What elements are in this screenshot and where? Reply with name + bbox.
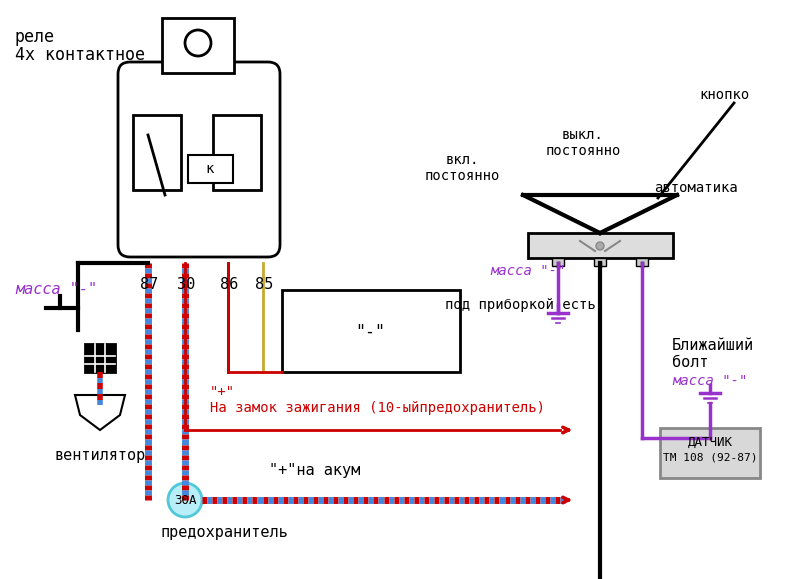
Circle shape [168,483,202,517]
Bar [636,258,648,266]
FancyBboxPatch shape [118,62,280,257]
Bar [85,344,115,372]
Text: вентилятор: вентилятор [54,448,146,463]
Text: 86: 86 [220,277,238,292]
Text: 87: 87 [140,277,158,292]
Bar [162,18,234,73]
Text: 85: 85 [255,277,274,292]
Text: предохранитель: предохранитель [160,525,288,540]
Bar [594,258,606,266]
Bar [552,258,564,266]
Text: масса "-": масса "-" [15,282,97,297]
Text: вкл.
постоянно: вкл. постоянно [424,153,500,183]
Text: выкл.
постоянно: выкл. постоянно [546,128,621,158]
Text: 4х контактное: 4х контактное [15,46,145,64]
Text: автоматика: автоматика [654,181,738,195]
Text: масса "-": масса "-" [672,374,747,388]
Text: "-": "-" [355,323,385,341]
Text: реле: реле [15,28,55,46]
Bar [660,428,760,478]
Bar [188,155,233,183]
Text: "+"на акум: "+"на акум [270,463,361,478]
Text: Ближайший
болт: Ближайший болт [672,338,754,371]
Text: к: к [206,162,214,176]
Circle shape [596,242,604,250]
Text: 30А: 30А [174,494,196,508]
Polygon shape [75,395,125,430]
Bar [133,115,181,190]
Text: масса "-": масса "-" [490,264,566,278]
Text: ТМ 108 (92-87): ТМ 108 (92-87) [662,453,758,463]
Circle shape [185,30,211,56]
Text: 30: 30 [177,277,195,292]
Text: под приборкой есть: под приборкой есть [445,298,596,312]
Bar [528,233,673,258]
Text: "+"
На замок зажигания (10-ыйпредохранитель): "+" На замок зажигания (10-ыйпредохранит… [210,385,545,415]
Text: кнопко: кнопко [700,88,750,102]
Bar [282,290,460,372]
Text: ДАТЧИК: ДАТЧИК [687,435,733,449]
Bar [213,115,261,190]
